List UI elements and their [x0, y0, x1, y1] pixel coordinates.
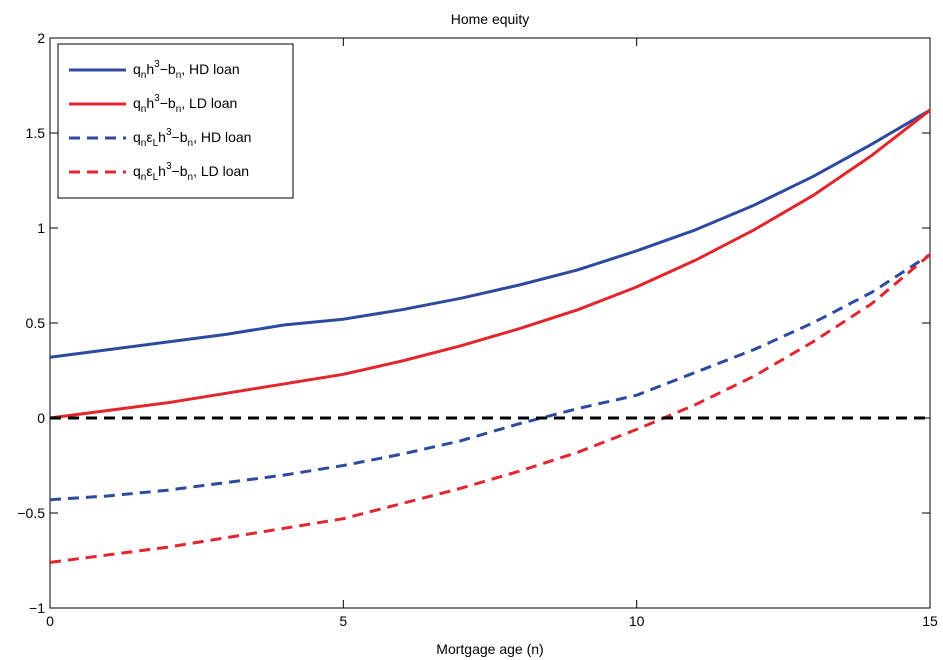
axis-ticks: 0 5 10 15 −1 −0.5 0 0.5 1 1.5 2	[17, 30, 938, 629]
series-line-0	[49, 108, 931, 359]
legend-label-1: qnh3−bn, LD loan	[133, 93, 237, 115]
series-lines	[49, 108, 931, 564]
y-tick-label: 1	[37, 220, 45, 236]
x-tick-label: 5	[339, 613, 347, 629]
x-tick-label: 15	[922, 613, 938, 629]
legend-label-0: qnh3−bn, HD loan	[133, 59, 240, 81]
chart-title: Home equity	[451, 11, 530, 27]
y-tick-label: 1.5	[26, 125, 46, 141]
legend: qnh3−bn, HD loan qnh3−bn, LD loan qnεLh3−b…	[57, 43, 294, 199]
y-tick-label: 2	[37, 30, 45, 46]
series-line-3	[49, 253, 931, 564]
legend-label-3: qnεLh3−bn, LD loan	[133, 161, 249, 183]
series-line-2	[49, 253, 931, 502]
x-tick-label: 0	[46, 613, 54, 629]
series-line-1	[49, 109, 931, 420]
x-axis-label: Mortgage age (n)	[436, 641, 543, 657]
y-tick-label: −1	[29, 600, 45, 616]
y-tick-label: −0.5	[17, 505, 45, 521]
x-tick-label: 10	[629, 613, 645, 629]
y-tick-label: 0.5	[26, 315, 46, 331]
legend-label-2: qnεLh3−bn, HD loan	[133, 127, 251, 149]
y-tick-label: 0	[37, 410, 45, 426]
